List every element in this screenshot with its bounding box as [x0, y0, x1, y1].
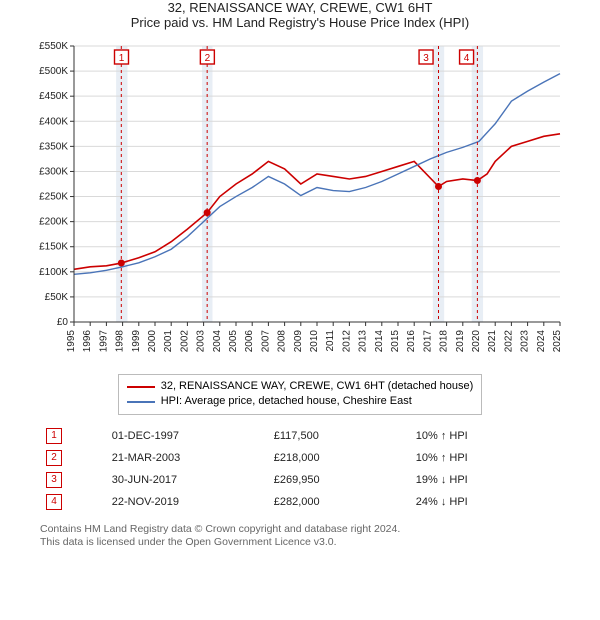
svg-text:1997: 1997: [98, 330, 109, 353]
svg-text:£0: £0: [57, 317, 69, 328]
svg-text:2011: 2011: [325, 330, 336, 352]
transaction-price: £282,000: [268, 491, 410, 513]
legend-label: 32, RENAISSANCE WAY, CREWE, CW1 6HT (det…: [161, 379, 474, 394]
svg-text:£250K: £250K: [39, 192, 68, 203]
legend-label: HPI: Average price, detached house, Ches…: [161, 394, 412, 409]
legend-item-hpi: HPI: Average price, detached house, Ches…: [127, 394, 474, 409]
svg-text:£150K: £150K: [39, 242, 68, 253]
svg-text:£100K: £100K: [39, 267, 68, 278]
legend-swatch: [127, 386, 155, 388]
svg-text:2019: 2019: [455, 330, 466, 353]
transaction-date: 21-MAR-2003: [106, 447, 268, 469]
svg-text:2015: 2015: [390, 330, 401, 353]
footer-attribution: Contains HM Land Registry data © Crown c…: [40, 523, 560, 550]
transaction-date: 01-DEC-1997: [106, 425, 268, 447]
svg-text:4: 4: [464, 53, 470, 64]
transaction-row: 1 01-DEC-1997£117,50010% ↑ HPI: [40, 425, 560, 447]
svg-text:£400K: £400K: [39, 116, 68, 127]
svg-text:£300K: £300K: [39, 166, 68, 177]
svg-text:2012: 2012: [341, 330, 352, 353]
transaction-marker: 3: [46, 472, 62, 488]
line-chart: 1 2 3 4 £0 £50K £100K £150K £200K £250K £300K £350K…: [30, 36, 570, 366]
transaction-delta: 10% ↑ HPI: [410, 447, 560, 469]
transaction-price: £117,500: [268, 425, 410, 447]
svg-text:2023: 2023: [520, 330, 531, 353]
svg-text:1995: 1995: [66, 330, 77, 353]
svg-text:2020: 2020: [471, 330, 482, 353]
footer-line: This data is licensed under the Open Gov…: [40, 536, 560, 550]
transaction-delta: 24% ↓ HPI: [410, 491, 560, 513]
legend: 32, RENAISSANCE WAY, CREWE, CW1 6HT (det…: [118, 374, 483, 415]
svg-text:1998: 1998: [115, 330, 126, 353]
svg-text:2025: 2025: [552, 330, 563, 353]
svg-text:2013: 2013: [358, 330, 369, 353]
svg-text:2008: 2008: [277, 330, 288, 353]
svg-text:2002: 2002: [179, 330, 190, 353]
legend-swatch: [127, 401, 155, 403]
transaction-row: 4 22-NOV-2019£282,00024% ↓ HPI: [40, 491, 560, 513]
transaction-price: £269,950: [268, 469, 410, 491]
svg-text:2: 2: [205, 53, 211, 64]
svg-text:2005: 2005: [228, 330, 239, 353]
transaction-delta: 10% ↑ HPI: [410, 425, 560, 447]
svg-text:2001: 2001: [163, 330, 174, 353]
svg-text:1: 1: [119, 53, 125, 64]
svg-text:£50K: £50K: [45, 292, 69, 303]
legend-item-property: 32, RENAISSANCE WAY, CREWE, CW1 6HT (det…: [127, 379, 474, 394]
svg-text:2003: 2003: [196, 330, 207, 353]
transaction-date: 22-NOV-2019: [106, 491, 268, 513]
svg-text:2016: 2016: [406, 330, 417, 353]
svg-text:£200K: £200K: [39, 217, 68, 228]
chart-title: 32, RENAISSANCE WAY, CREWE, CW1 6HT: [0, 0, 600, 15]
chart-area: 1 2 3 4 £0 £50K £100K £150K £200K £250K £300K £350K…: [0, 36, 600, 366]
svg-text:£500K: £500K: [39, 66, 68, 77]
svg-text:2000: 2000: [147, 330, 158, 353]
transaction-date: 30-JUN-2017: [106, 469, 268, 491]
svg-text:2009: 2009: [293, 330, 304, 353]
svg-text:2017: 2017: [422, 330, 433, 353]
svg-text:1996: 1996: [82, 330, 93, 353]
transaction-price: £218,000: [268, 447, 410, 469]
svg-text:2010: 2010: [309, 330, 320, 353]
svg-text:£550K: £550K: [39, 41, 68, 52]
svg-text:2006: 2006: [244, 330, 255, 353]
transaction-marker: 1: [46, 428, 62, 444]
svg-text:2007: 2007: [260, 330, 271, 353]
transaction-marker: 2: [46, 450, 62, 466]
footer-line: Contains HM Land Registry data © Crown c…: [40, 523, 560, 537]
svg-text:2014: 2014: [374, 330, 385, 353]
svg-text:£350K: £350K: [39, 141, 68, 152]
svg-text:£450K: £450K: [39, 91, 68, 102]
svg-text:2018: 2018: [439, 330, 450, 353]
transactions-table: 1 01-DEC-1997£117,50010% ↑ HPI 2 21-MAR-200…: [40, 425, 560, 513]
svg-text:2022: 2022: [503, 330, 514, 353]
transaction-marker: 4: [46, 494, 62, 510]
transaction-delta: 19% ↓ HPI: [410, 469, 560, 491]
transaction-row: 3 30-JUN-2017£269,95019% ↓ HPI: [40, 469, 560, 491]
svg-text:2021: 2021: [487, 330, 498, 353]
svg-text:1999: 1999: [131, 330, 142, 353]
svg-text:2024: 2024: [536, 330, 547, 353]
svg-text:2004: 2004: [212, 330, 223, 353]
transaction-row: 2 21-MAR-2003£218,00010% ↑ HPI: [40, 447, 560, 469]
svg-text:3: 3: [423, 53, 429, 64]
chart-subtitle: Price paid vs. HM Land Registry's House …: [0, 15, 600, 30]
